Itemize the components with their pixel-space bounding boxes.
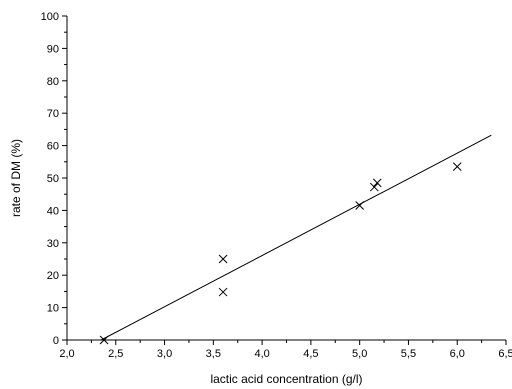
y-tick-label: 10 xyxy=(47,303,59,315)
data-point xyxy=(372,178,382,188)
fit-line xyxy=(100,134,492,341)
y-tick-label: 60 xyxy=(47,141,59,153)
x-tick-label: 5,5 xyxy=(401,348,416,360)
y-tick-label: 40 xyxy=(47,205,59,217)
data-point xyxy=(218,254,228,264)
y-tick-label: 90 xyxy=(47,43,59,55)
x-tick-label: 6,5 xyxy=(498,348,512,360)
data-point xyxy=(369,182,379,192)
x-tick-label: 3,0 xyxy=(157,348,172,360)
x-tick-label: 2,0 xyxy=(59,348,74,360)
y-tick-label: 20 xyxy=(47,270,59,282)
x-tick-label: 4,5 xyxy=(303,348,318,360)
y-tick-label: 80 xyxy=(47,76,59,88)
y-tick-label: 30 xyxy=(47,238,59,250)
data-point xyxy=(218,287,228,297)
chart-axes: 0 10 20 30 40 50 60 70 80 90 100 2,0 2,5 3,0 3,5 4,0 4,5… xyxy=(41,11,512,360)
x-tick-label: 5,0 xyxy=(352,348,367,360)
x-marker-stroke xyxy=(99,335,109,345)
x-marker-stroke xyxy=(372,178,382,188)
y-tick-label: 100 xyxy=(41,11,59,23)
x-tick-label: 2,5 xyxy=(108,348,123,360)
data-point xyxy=(355,201,365,210)
data-point xyxy=(452,162,462,172)
x-tick-label: 4,0 xyxy=(254,348,269,360)
data-point xyxy=(99,335,109,345)
x-marker-stroke xyxy=(369,182,379,192)
y-tick-label: 70 xyxy=(47,108,59,120)
x-marker-stroke xyxy=(452,162,462,172)
y-axis-label: rate of DM (%) xyxy=(9,139,23,217)
x-axis-label: lactic acid concentration (g/l) xyxy=(210,372,362,386)
fit-line-group xyxy=(100,134,492,341)
y-tick-label: 50 xyxy=(47,173,59,185)
x-marker-stroke xyxy=(218,254,228,264)
x-marker-stroke xyxy=(218,287,228,297)
y-tick-label: 0 xyxy=(53,335,59,347)
x-marker-stroke xyxy=(355,201,365,210)
data-points xyxy=(99,162,462,345)
x-tick-label: 3,5 xyxy=(206,348,221,360)
x-tick-label: 6,0 xyxy=(450,348,465,360)
